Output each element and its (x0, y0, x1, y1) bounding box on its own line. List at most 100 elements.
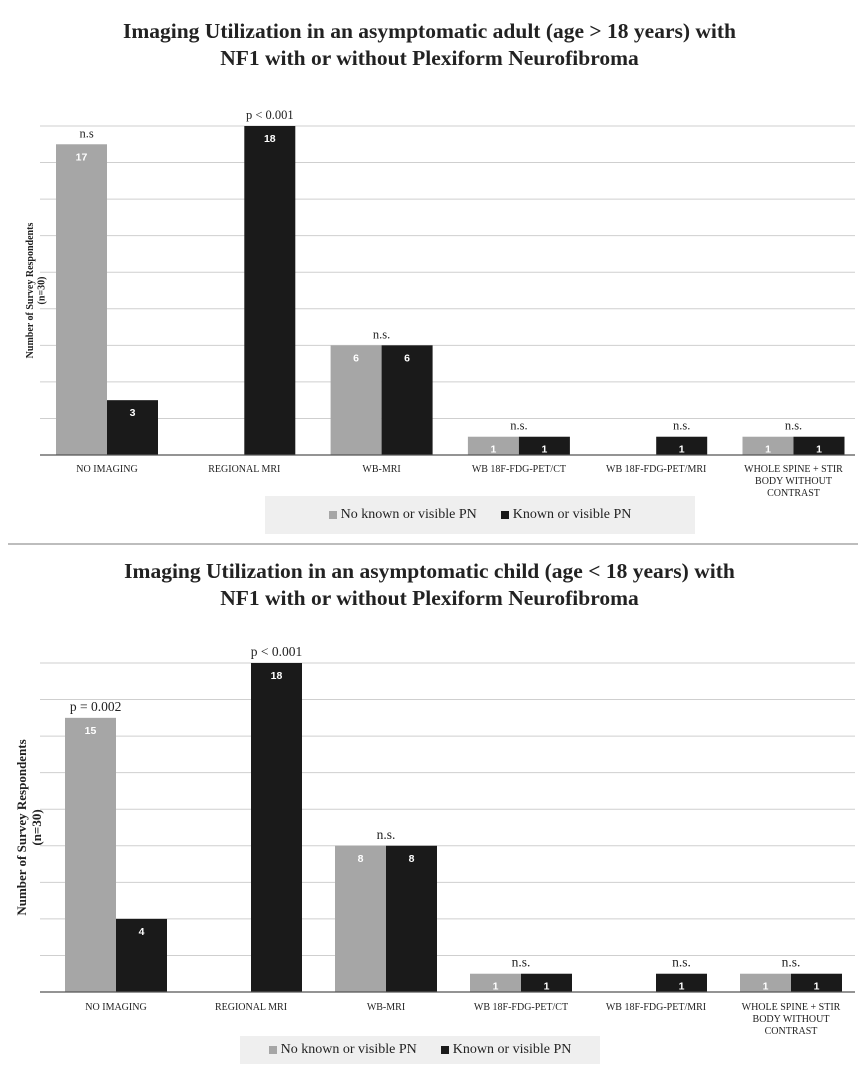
x-tick-label: WB 18F-FDG-PET/MRI (606, 464, 706, 475)
data-label: 18 (271, 670, 283, 682)
legend-swatch (328, 511, 337, 519)
bar-known-pn (116, 918, 167, 992)
data-label: 8 (358, 853, 364, 865)
x-tick-label-line: REGIONAL MRI (215, 1002, 287, 1013)
data-label: 1 (679, 981, 685, 993)
x-tick-label-line: WB-MRI (362, 464, 400, 475)
x-tick-label: WB 18F-FDG-PET/MRI (606, 1002, 706, 1013)
child-chart-panel: Imaging Utilization in an asymptomatic c… (0, 546, 859, 1078)
x-tick-label-line: WHOLE SPINE + STIR (744, 464, 843, 475)
data-label: 8 (409, 853, 415, 865)
significance-annotation: p = 0.002 (70, 699, 122, 714)
data-label: 17 (76, 151, 88, 163)
legend-label: Known or visible PN (452, 1042, 572, 1057)
bar-no-known-pn (467, 436, 519, 455)
bar-known-pn (656, 436, 708, 455)
x-tick-label: WB-MRI (367, 1002, 405, 1013)
bar-no-known-pn (335, 845, 386, 992)
chart-title-line: NF1 with or without Plexiform Neurofibro… (220, 46, 639, 70)
significance-annotation: n.s. (672, 955, 691, 970)
significance-annotation: p < 0.001 (246, 108, 294, 122)
x-tick-label-line: CONTRAST (765, 1026, 818, 1034)
bar-no-known-pn (330, 345, 382, 455)
data-label: 4 (139, 926, 145, 938)
x-tick-label-line: NO IMAGING (76, 464, 137, 475)
data-label: 6 (353, 352, 359, 364)
legend-swatch (268, 1046, 277, 1054)
data-label: 1 (493, 981, 499, 993)
significance-annotation: n.s (79, 126, 93, 140)
bar-known-pn (793, 436, 845, 455)
y-axis-label-line: (n=30) (37, 277, 48, 305)
bar-known-pn (244, 126, 296, 455)
significance-annotation: n.s. (512, 955, 531, 970)
data-label: 1 (490, 444, 496, 456)
panel-divider (8, 543, 858, 545)
chart-legend: No known or visible PN Known or visible … (240, 1036, 600, 1064)
y-axis-label-line: Number of Survey Respondents (14, 739, 29, 915)
data-label: 18 (264, 133, 276, 145)
x-tick-label: NO IMAGING (76, 464, 137, 475)
bar-known-pn (521, 973, 572, 992)
bar-known-pn (381, 345, 433, 455)
legend-label: No known or visible PN (280, 1042, 417, 1057)
data-label: 1 (541, 444, 547, 456)
adult-bar-chart: Number of Survey Respondents(n=30) 17 3 n.s… (25, 108, 855, 496)
bar-known-pn (386, 845, 437, 992)
chart-title-line: NF1 with or without Plexiform Neurofibro… (220, 586, 639, 610)
bar-no-known-pn (65, 717, 116, 992)
child-bar-chart: Number of Survey Respondents(n=30) 15 4 p =… (14, 644, 855, 1034)
x-tick-label-line: BODY WITHOUT (753, 1014, 830, 1025)
legend-swatch (440, 1046, 449, 1054)
x-tick-label: NO IMAGING (85, 1002, 146, 1013)
bar-no-known-pn (740, 973, 791, 992)
legend-item-no-known-pn: No known or visible PN (268, 1042, 417, 1058)
x-tick-label: WHOLE SPINE + STIR BODY WITHOUT CONTRAST (744, 464, 843, 496)
y-axis-label: Number of Survey Respondents(n=30) (25, 223, 48, 359)
x-tick-label-line: NO IMAGING (85, 1002, 146, 1013)
chart-legend: No known or visible PN Known or visible … (265, 496, 695, 534)
chart-title-line: Imaging Utilization in an asymptomatic c… (124, 559, 735, 583)
significance-annotation: n.s. (510, 419, 527, 433)
data-label: 1 (544, 981, 550, 993)
chart-title: Imaging Utilization in an asymptomatic a… (0, 18, 859, 72)
x-tick-label-line: WB 18F-FDG-PET/MRI (606, 1002, 706, 1013)
y-axis-label-line: (n=30) (29, 809, 44, 845)
x-tick-label-line: WB 18F-FDG-PET/MRI (606, 464, 706, 475)
data-label: 1 (679, 444, 685, 456)
bar-known-pn (251, 663, 302, 992)
x-tick-label-line: WB 18F-FDG-PET/CT (474, 1002, 568, 1013)
bar-known-pn (107, 400, 158, 455)
x-tick-label: WB 18F-FDG-PET/CT (474, 1002, 568, 1013)
bar-known-pn (656, 973, 707, 992)
data-label: 1 (814, 981, 820, 993)
x-tick-label: WB-MRI (362, 464, 400, 475)
significance-annotation: p < 0.001 (251, 644, 303, 659)
x-tick-label-line: WHOLE SPINE + STIR (742, 1002, 841, 1013)
chart-title-line: Imaging Utilization in an asymptomatic a… (122, 19, 737, 43)
bar-no-known-pn (742, 436, 794, 455)
significance-annotation: n.s. (377, 827, 396, 842)
x-tick-label-line: CONTRAST (767, 488, 820, 496)
data-label: 15 (85, 725, 97, 737)
legend-label: No known or visible PN (340, 507, 477, 522)
x-tick-label-line: REGIONAL MRI (208, 464, 280, 475)
legend-item-known-pn: Known or visible PN (500, 507, 631, 523)
x-tick-label: REGIONAL MRI (215, 1002, 287, 1013)
bar-known-pn (518, 436, 570, 455)
data-label: 1 (763, 981, 769, 993)
bar-no-known-pn (56, 144, 107, 455)
legend-item-no-known-pn: No known or visible PN (328, 507, 477, 523)
y-axis-label-line: Number of Survey Respondents (25, 223, 36, 359)
x-tick-label: WHOLE SPINE + STIR BODY WITHOUT CONTRAST (742, 1002, 841, 1034)
data-label: 1 (765, 444, 771, 456)
legend-swatch (500, 511, 509, 519)
significance-annotation: n.s. (373, 327, 390, 341)
significance-annotation: n.s. (785, 419, 802, 433)
significance-annotation: n.s. (782, 955, 801, 970)
bar-no-known-pn (470, 973, 521, 992)
y-axis-label: Number of Survey Respondents(n=30) (14, 739, 44, 915)
data-label: 1 (816, 444, 822, 456)
x-tick-label: WB 18F-FDG-PET/CT (472, 464, 566, 475)
adult-chart-panel: Imaging Utilization in an asymptomatic a… (0, 18, 859, 534)
